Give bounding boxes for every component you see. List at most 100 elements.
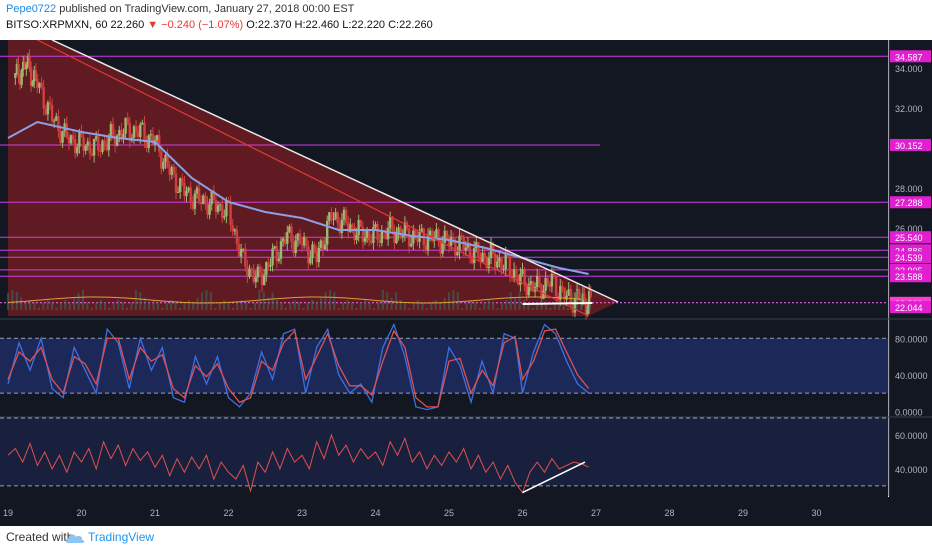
candle-body	[212, 190, 215, 200]
candle-body	[359, 219, 362, 227]
volume-bar	[567, 307, 570, 310]
candle-body	[97, 136, 100, 151]
volume-bar	[514, 297, 517, 310]
candle-body	[554, 276, 558, 297]
volume-bar	[350, 302, 353, 310]
volume-bar	[395, 292, 398, 310]
volume-bar	[152, 300, 155, 310]
volume-bar	[346, 300, 349, 310]
candle-body	[26, 56, 30, 65]
volume-bar	[262, 292, 265, 310]
volume-bar	[90, 307, 93, 310]
candle-body	[428, 230, 432, 236]
volume-bar	[223, 300, 226, 310]
candle-body	[252, 270, 255, 283]
volume-bar	[64, 300, 67, 310]
volume-bar	[580, 292, 583, 310]
volume-bar	[531, 307, 534, 310]
volume-bar	[306, 302, 309, 310]
candle-body	[263, 275, 266, 286]
ohlc-values: O:22.370 H:22.460 L:22.220 C:22.260	[246, 19, 433, 31]
price-label-badge	[890, 138, 931, 151]
volume-bar	[196, 297, 199, 310]
candle-body	[298, 233, 302, 245]
candle-body	[22, 61, 25, 71]
candle-body	[185, 191, 188, 197]
candle-body	[277, 258, 281, 261]
candle-body	[273, 246, 276, 249]
candle-body	[468, 243, 472, 257]
volume-bar	[558, 300, 561, 310]
candle-body	[244, 248, 247, 267]
candle-body	[561, 285, 564, 288]
candle-body	[78, 131, 81, 147]
volume-bar	[311, 300, 314, 310]
candle-body	[357, 219, 360, 235]
volume-bar	[500, 302, 503, 310]
candle-body	[504, 253, 507, 270]
candle-body	[399, 227, 402, 237]
candle-body	[510, 275, 514, 278]
candle-body	[485, 257, 488, 269]
candle-body	[321, 240, 325, 250]
candle-body	[523, 269, 526, 286]
candle-body	[183, 182, 186, 197]
volume-bar	[156, 302, 159, 310]
candle-body	[552, 273, 556, 277]
candle-body	[460, 235, 463, 238]
candle-body	[538, 275, 541, 285]
candle-body	[317, 248, 320, 263]
candle-body	[275, 246, 278, 261]
candle-body	[508, 256, 512, 276]
candle-body	[141, 122, 144, 125]
volume-bar	[33, 301, 36, 310]
volume-bar	[399, 300, 402, 310]
candle-body	[487, 258, 491, 269]
candle-body	[328, 212, 331, 221]
volume-bar	[240, 300, 243, 310]
candle-body	[258, 266, 262, 274]
time-axis-tick: 25	[444, 508, 454, 518]
candle-body	[323, 244, 327, 250]
candle-body	[281, 238, 285, 242]
candle-body	[128, 123, 131, 141]
candle-body	[162, 161, 165, 169]
candle-body	[210, 190, 213, 205]
rsi-band-fill	[0, 418, 888, 486]
candle-body	[260, 273, 264, 286]
candle-body	[414, 230, 417, 236]
candle-body	[179, 178, 182, 192]
candle-body	[393, 230, 396, 244]
chart-area[interactable]: 34.000 32.000 28.000 26.000 34.587 30.152 27.2…	[0, 40, 932, 526]
volume-bar	[117, 300, 120, 310]
author-link[interactable]: Pepe0722	[6, 3, 57, 15]
candle-body	[74, 139, 77, 154]
volume-bar	[522, 300, 525, 310]
candle-body	[351, 224, 354, 227]
tradingview-link[interactable]: TradingView	[88, 530, 155, 544]
candle-body	[86, 141, 89, 147]
candle-body	[374, 224, 377, 228]
candle-body	[491, 244, 495, 254]
volume-bar	[390, 297, 393, 310]
volume-bar	[68, 301, 71, 310]
stoch-axis-tick: 40.0000	[895, 371, 928, 381]
candle-body	[583, 293, 586, 300]
candle-body	[216, 205, 220, 212]
candle-body	[386, 227, 390, 240]
volume-bar	[470, 300, 473, 310]
candle-body	[267, 262, 270, 267]
candle-body	[290, 226, 293, 243]
moving-average-line	[7, 120, 589, 275]
candle-body	[416, 235, 419, 242]
candle-body	[139, 124, 142, 137]
volume-bar	[403, 302, 406, 310]
volume-bar	[178, 307, 181, 310]
candle-body	[239, 248, 243, 257]
candle-body	[540, 284, 543, 299]
candle-body	[307, 246, 310, 264]
stoch-band-fill	[0, 338, 888, 394]
footer: Created with TradingView	[0, 526, 932, 550]
volume-bar	[483, 302, 486, 310]
volume-bar	[377, 302, 380, 310]
